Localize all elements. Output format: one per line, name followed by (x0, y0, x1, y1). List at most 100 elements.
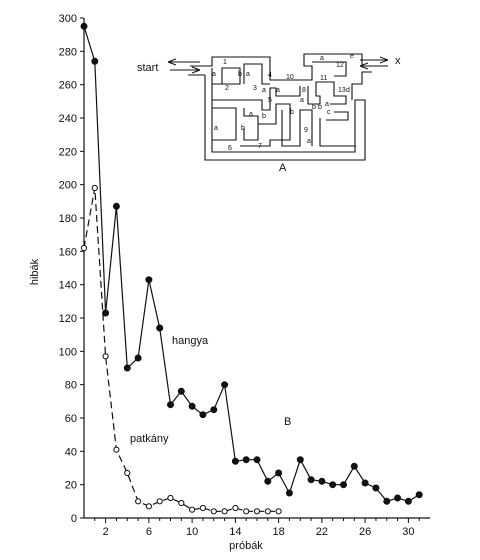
maze-wall (212, 86, 301, 111)
data-point-0 (102, 309, 110, 317)
data-point-1 (167, 494, 174, 502)
data-point-1 (145, 503, 152, 510)
data-point-0 (80, 22, 88, 30)
data-point-1 (189, 506, 196, 513)
panel-a-label: A (279, 162, 287, 174)
maze-wall (281, 109, 313, 147)
data-point-1 (199, 504, 206, 512)
x-tick-label: 30 (402, 526, 414, 538)
maze-junction-label: a (246, 71, 250, 78)
maze-wall (240, 103, 291, 147)
series-line-0 (83, 26, 420, 502)
data-point-0 (307, 476, 315, 484)
maze-junction-label: a (307, 138, 311, 145)
data-point-0 (329, 481, 337, 489)
maze-junction-label: b (318, 104, 322, 111)
maze-junction-label: 13 (338, 87, 346, 94)
data-point-0 (275, 469, 283, 477)
y-tick-label: 160 (59, 246, 77, 258)
y-tick-label: 60 (65, 413, 77, 425)
data-point-0 (394, 494, 402, 502)
maze-junction-label: a (249, 111, 253, 118)
maze-junction-label: 6 (228, 145, 232, 152)
maze-junction-label: e (350, 53, 354, 60)
data-point-1 (91, 184, 98, 192)
maze-wall (326, 111, 349, 121)
maze-exit-label: x (395, 55, 401, 67)
x-tick-label: 2 (103, 526, 109, 538)
y-tick-label: 300 (59, 13, 77, 25)
data-point-1 (221, 508, 228, 515)
start-arrow-out (170, 66, 201, 74)
series-label-patkany: patkány (130, 433, 169, 445)
x-tick-label: 22 (316, 526, 328, 538)
maze-wall (212, 107, 237, 141)
data-point-1 (210, 508, 217, 515)
y-tick-label: 220 (59, 146, 77, 158)
x-axis-label: próbák (229, 540, 263, 552)
maze-junction-label: c (327, 109, 331, 116)
y-tick-label: 120 (59, 313, 77, 325)
exit-arrow-out (360, 56, 389, 64)
data-point-0 (210, 406, 218, 414)
data-point-0 (296, 456, 304, 464)
x-tick-label: 26 (359, 526, 371, 538)
x-tick-label: 10 (186, 526, 198, 538)
maze-junction-label: 3 (253, 85, 257, 92)
data-point-0 (177, 387, 185, 395)
y-tick-label: 200 (59, 180, 77, 192)
series-layer (80, 22, 423, 515)
data-point-0 (361, 479, 369, 487)
x-tick-label: 6 (146, 526, 152, 538)
maze-junction-label: 11 (320, 75, 327, 82)
data-point-0 (221, 381, 229, 389)
y-tick-label: 280 (59, 46, 77, 58)
y-tick-label: 240 (59, 113, 77, 125)
maze-start-label: start (137, 62, 158, 74)
data-point-1 (102, 353, 109, 360)
maze-wall (212, 67, 241, 85)
maze-junction-label: a (320, 55, 324, 62)
data-point-1 (243, 508, 250, 515)
data-point-0 (318, 477, 326, 485)
start-arrow-in (167, 58, 200, 66)
y-tick-label: 40 (65, 446, 77, 458)
data-point-0 (340, 481, 347, 489)
exit-arrow-in (359, 62, 388, 70)
data-point-0 (91, 57, 99, 65)
maze-junction-label: a (300, 97, 304, 104)
data-point-1 (232, 504, 239, 512)
data-point-1 (178, 499, 185, 507)
maze-junction-label: 4 (268, 72, 272, 79)
maze-wall (243, 108, 259, 141)
maze-wall (312, 61, 347, 77)
data-point-0 (253, 456, 261, 464)
y-tick-label: 20 (65, 480, 77, 492)
data-point-0 (415, 491, 423, 499)
y-tick-label: 260 (59, 80, 77, 92)
data-point-0 (372, 484, 380, 492)
y-tick-label: 80 (65, 380, 77, 392)
maze-junction-label: a (262, 87, 266, 94)
data-point-1 (113, 446, 120, 453)
data-point-0 (404, 497, 412, 505)
data-point-0 (188, 402, 196, 410)
maze-wall (243, 63, 270, 85)
y-tick-label: 0 (71, 513, 77, 525)
maze-junction-label: 10 (286, 74, 294, 81)
data-point-0 (264, 477, 272, 485)
series-label-hangya: hangya (172, 335, 209, 347)
maze-wall (351, 71, 372, 100)
data-point-1 (135, 498, 142, 505)
maze-junction-label: 7 (258, 143, 262, 150)
maze-junction-label: b (241, 125, 245, 132)
maze-junction-label: b (290, 109, 294, 116)
maze-wall (307, 81, 347, 105)
axes: 0 20 40 60 80 100 120 140 160 180 200 220 240 260 280 3… (59, 13, 430, 538)
data-point-1 (264, 508, 271, 515)
data-point-1 (253, 508, 261, 515)
data-point-0 (112, 202, 120, 210)
maze-junction-label: 8 (302, 87, 306, 94)
